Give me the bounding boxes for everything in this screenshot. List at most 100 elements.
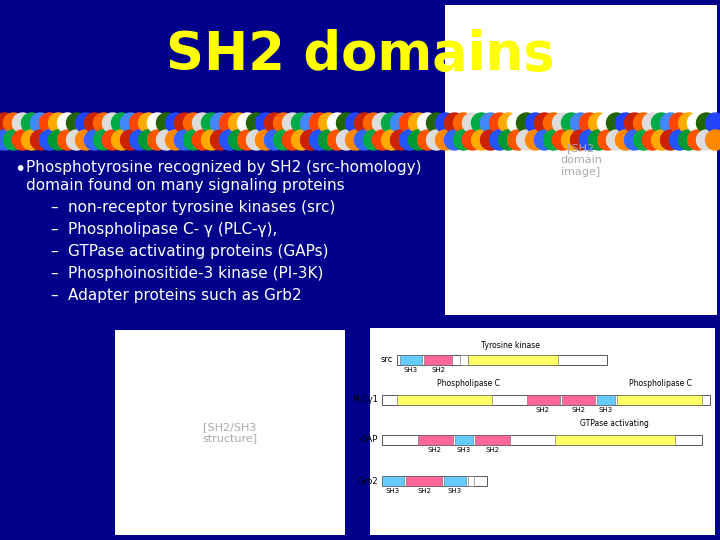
Circle shape xyxy=(22,113,42,133)
Circle shape xyxy=(526,113,546,133)
Text: SH3: SH3 xyxy=(599,407,613,413)
Circle shape xyxy=(418,113,438,133)
Text: SH2: SH2 xyxy=(536,407,550,413)
Circle shape xyxy=(580,130,600,150)
Text: GTPase activating: GTPase activating xyxy=(580,419,649,428)
Circle shape xyxy=(76,130,96,150)
Circle shape xyxy=(292,130,312,150)
Circle shape xyxy=(220,113,240,133)
Circle shape xyxy=(444,130,464,150)
Circle shape xyxy=(138,130,158,150)
Circle shape xyxy=(372,113,392,133)
Circle shape xyxy=(318,113,338,133)
Text: domain found on many signaling proteins: domain found on many signaling proteins xyxy=(26,178,345,193)
Circle shape xyxy=(22,130,42,150)
Circle shape xyxy=(634,113,654,133)
Circle shape xyxy=(624,113,644,133)
Bar xyxy=(444,476,466,486)
Circle shape xyxy=(166,113,186,133)
Circle shape xyxy=(328,130,348,150)
Circle shape xyxy=(30,113,50,133)
Circle shape xyxy=(364,130,384,150)
Circle shape xyxy=(310,113,330,133)
Circle shape xyxy=(148,113,168,133)
Circle shape xyxy=(480,130,500,150)
Bar xyxy=(617,395,702,405)
Circle shape xyxy=(642,113,662,133)
Circle shape xyxy=(76,113,96,133)
Bar xyxy=(555,435,675,445)
Text: Grb2: Grb2 xyxy=(357,476,378,485)
Circle shape xyxy=(282,113,302,133)
Circle shape xyxy=(472,130,492,150)
Circle shape xyxy=(210,113,230,133)
Circle shape xyxy=(696,113,716,133)
Circle shape xyxy=(238,130,258,150)
Circle shape xyxy=(48,113,68,133)
Circle shape xyxy=(462,130,482,150)
Circle shape xyxy=(616,130,636,150)
Circle shape xyxy=(66,113,86,133)
Text: GTPase activating proteins (GAPs): GTPase activating proteins (GAPs) xyxy=(68,244,328,259)
Text: SH2: SH2 xyxy=(571,407,585,413)
Bar xyxy=(475,435,510,445)
Circle shape xyxy=(660,113,680,133)
Circle shape xyxy=(12,130,32,150)
Circle shape xyxy=(192,130,212,150)
Circle shape xyxy=(598,130,618,150)
Circle shape xyxy=(426,113,446,133)
Text: Phospholipase C- γ (PLC-γ),: Phospholipase C- γ (PLC-γ), xyxy=(68,222,277,237)
Text: SH2: SH2 xyxy=(428,447,442,453)
Circle shape xyxy=(112,130,132,150)
Circle shape xyxy=(130,130,150,150)
Circle shape xyxy=(66,130,86,150)
Circle shape xyxy=(580,113,600,133)
Circle shape xyxy=(418,130,438,150)
Text: src: src xyxy=(381,355,393,364)
Circle shape xyxy=(166,130,186,150)
Bar xyxy=(400,355,422,365)
Circle shape xyxy=(498,130,518,150)
Bar xyxy=(382,435,702,445)
Circle shape xyxy=(264,113,284,133)
Circle shape xyxy=(472,113,492,133)
Circle shape xyxy=(706,113,720,133)
Circle shape xyxy=(462,113,482,133)
Bar xyxy=(468,476,474,486)
Circle shape xyxy=(274,113,294,133)
Circle shape xyxy=(210,130,230,150)
Circle shape xyxy=(346,130,366,150)
Circle shape xyxy=(526,130,546,150)
Circle shape xyxy=(678,130,698,150)
Circle shape xyxy=(84,113,104,133)
Circle shape xyxy=(408,113,428,133)
Text: Tyrosine kinase: Tyrosine kinase xyxy=(480,341,539,350)
Bar xyxy=(397,395,492,405)
Circle shape xyxy=(30,130,50,150)
Circle shape xyxy=(670,130,690,150)
Circle shape xyxy=(192,113,212,133)
Circle shape xyxy=(552,130,572,150)
Bar xyxy=(527,395,560,405)
Circle shape xyxy=(336,113,356,133)
Circle shape xyxy=(426,130,446,150)
Circle shape xyxy=(364,113,384,133)
Circle shape xyxy=(246,130,266,150)
Bar xyxy=(382,476,487,486)
Circle shape xyxy=(634,130,654,150)
Circle shape xyxy=(130,113,150,133)
Circle shape xyxy=(0,113,14,133)
Circle shape xyxy=(120,130,140,150)
Text: PLCγ1: PLCγ1 xyxy=(352,395,378,404)
Circle shape xyxy=(652,113,672,133)
Bar xyxy=(468,355,558,365)
Circle shape xyxy=(282,130,302,150)
Circle shape xyxy=(174,130,194,150)
Circle shape xyxy=(102,113,122,133)
Circle shape xyxy=(570,113,590,133)
Text: Phospholipase C: Phospholipase C xyxy=(436,379,500,388)
Circle shape xyxy=(40,130,60,150)
Text: –: – xyxy=(50,222,58,237)
Circle shape xyxy=(228,130,248,150)
Circle shape xyxy=(436,113,456,133)
